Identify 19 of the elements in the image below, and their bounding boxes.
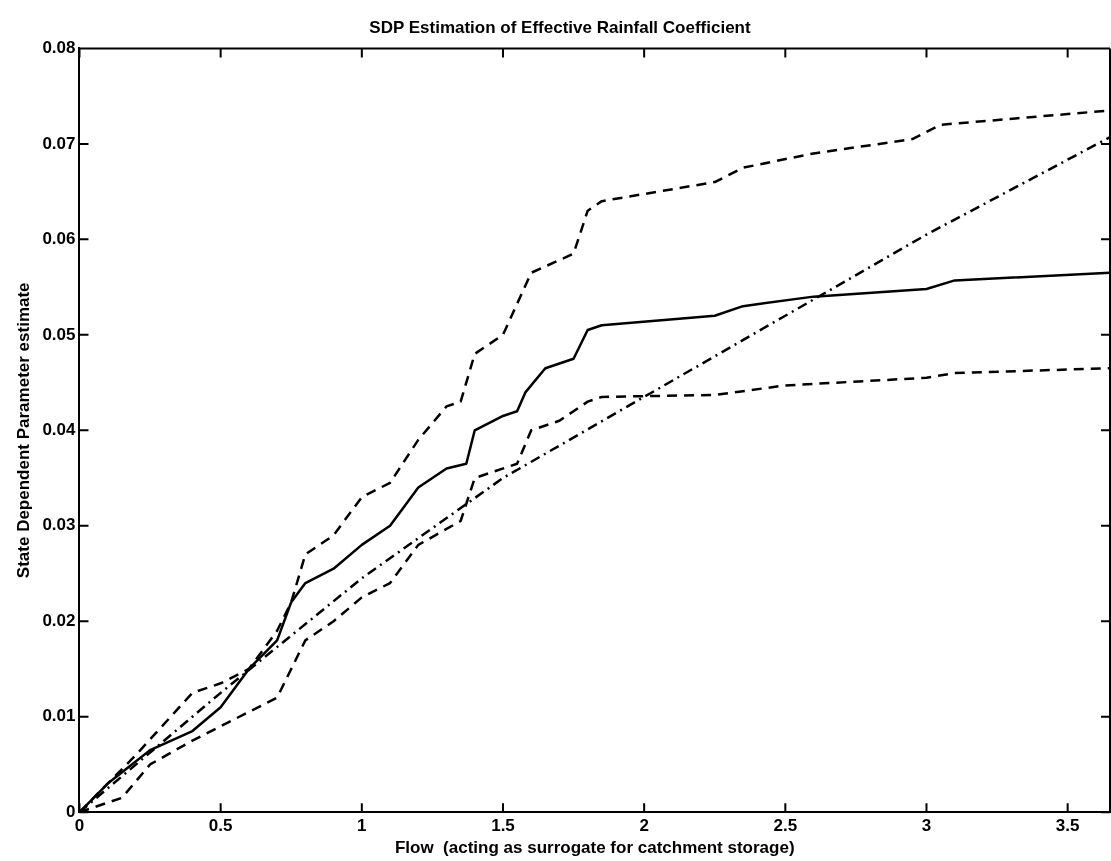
y-tick-label: 0.01 <box>42 706 76 726</box>
y-tick-label: 0.08 <box>42 38 76 58</box>
x-tick-label: 3 <box>921 816 932 836</box>
y-tick-label: 0.06 <box>42 229 76 249</box>
chart-title: SDP Estimation of Effective Rainfall Coefficient <box>369 17 751 37</box>
y-tick-label: 0.02 <box>42 610 76 630</box>
x-tick-label: 2 <box>639 816 649 836</box>
x-tick-label: 0.5 <box>208 816 233 836</box>
x-tick-label: 2.5 <box>773 816 798 836</box>
x-tick-label: 3.5 <box>1055 816 1080 836</box>
x-tick-label: 1 <box>357 816 367 836</box>
x-axis-title: Flow (acting as surrogate for catchment storage) <box>394 838 795 858</box>
y-tick-label: 0.07 <box>42 133 76 153</box>
y-tick-label: 0.04 <box>42 419 77 439</box>
y-tick-label: 0.03 <box>42 515 76 535</box>
y-tick-label: 0 <box>66 801 76 821</box>
y-tick-label: 0.05 <box>42 324 76 344</box>
x-tick-label: 1.5 <box>491 816 515 836</box>
y-axis-title: State Dependent Parameter estimate <box>13 282 33 579</box>
